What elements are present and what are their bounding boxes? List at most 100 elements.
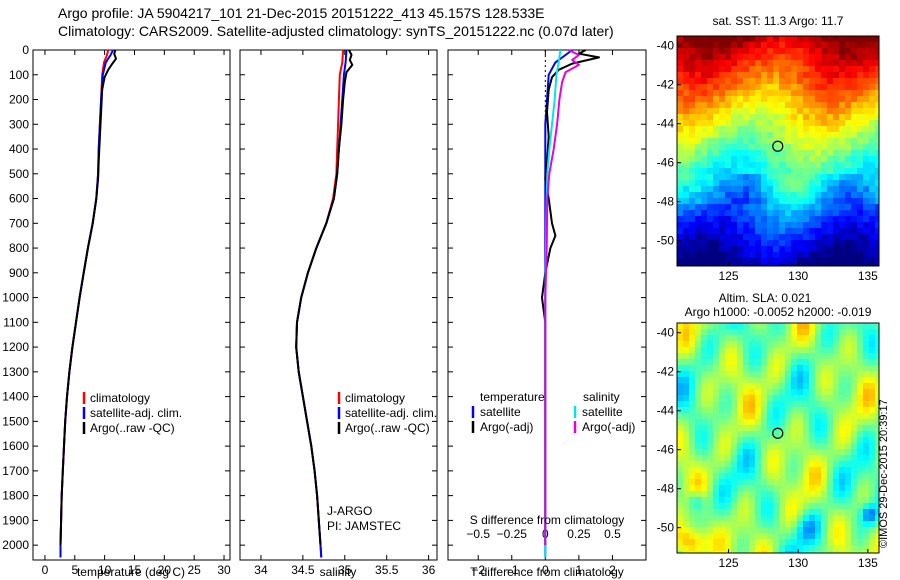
sst-cell	[695, 138, 702, 145]
sst-cell	[863, 156, 870, 163]
sla-cell	[797, 461, 804, 468]
sst-cell	[719, 84, 726, 91]
sst-cell	[743, 162, 750, 169]
sla-cell	[737, 329, 744, 336]
sla-cell	[689, 353, 696, 360]
sla-cell	[851, 509, 858, 516]
sla-cell	[731, 323, 738, 330]
sla-cell	[839, 335, 846, 342]
sst-cell	[701, 156, 708, 163]
legend-label-argo: Argo(..raw -QC)	[345, 421, 430, 435]
sst-cell	[731, 186, 738, 193]
sla-cell	[875, 473, 879, 480]
sst-cell	[803, 36, 810, 43]
sla-cell	[761, 419, 768, 426]
sst-cell	[869, 144, 876, 151]
sla-cell	[719, 539, 726, 546]
sla-cell	[713, 353, 720, 360]
sst-cell	[707, 210, 714, 217]
sla-cell	[869, 527, 876, 534]
sla-cell	[851, 341, 858, 348]
sla-cell	[875, 515, 879, 522]
sla-cell	[827, 383, 834, 390]
sla-cell	[875, 341, 879, 348]
sst-cell	[755, 186, 762, 193]
sla-cell	[869, 455, 876, 462]
sla-cell	[701, 395, 708, 402]
sst-cell	[683, 168, 690, 175]
sla-cell	[821, 539, 828, 546]
sst-cell	[749, 192, 756, 199]
sst-cell	[719, 204, 726, 211]
sst-cell	[857, 246, 864, 253]
sla-cell	[857, 497, 864, 504]
sst-cell	[821, 84, 828, 91]
sst-cell	[731, 66, 738, 73]
sst-cell	[833, 60, 840, 67]
sla-cell	[863, 425, 870, 432]
sla-cell	[683, 497, 690, 504]
sst-cell	[713, 126, 720, 133]
sla-cell	[701, 407, 708, 414]
sla-cell	[833, 395, 840, 402]
sst-cell	[845, 234, 852, 241]
sla-cell	[677, 395, 684, 402]
sst-cell	[755, 114, 762, 121]
sst-cell	[767, 258, 774, 265]
sla-cell	[809, 413, 816, 420]
sla-cell	[707, 341, 714, 348]
sst-cell	[827, 264, 834, 266]
sla-cell	[773, 329, 780, 336]
sst-cell	[701, 126, 708, 133]
sla-cell	[749, 377, 756, 384]
sst-cell	[869, 84, 876, 91]
sst-cell	[737, 90, 744, 97]
sst-cell	[761, 264, 768, 266]
sst-cell	[767, 192, 774, 199]
sla-cell	[773, 443, 780, 450]
sst-cell	[725, 144, 732, 151]
sst-cell	[731, 264, 738, 266]
sst-cell	[875, 168, 879, 175]
sla-cell	[803, 509, 810, 516]
sla-cell	[707, 509, 714, 516]
sla-cell	[791, 341, 798, 348]
plot-title-line-1: Argo profile: JA 5904217_101 21-Dec-2015…	[58, 5, 545, 21]
sst-cell	[815, 180, 822, 187]
sla-cell	[689, 425, 696, 432]
sst-cell	[797, 222, 804, 229]
sla-cell	[839, 509, 846, 516]
sst-cell	[821, 72, 828, 79]
sla-cell	[725, 479, 732, 486]
sst-cell	[869, 264, 876, 266]
sla-cell	[875, 401, 879, 408]
sst-cell	[791, 102, 798, 109]
sla-cell	[713, 539, 720, 546]
sst-cell	[749, 150, 756, 157]
sst-cell	[719, 78, 726, 85]
sla-cell	[695, 467, 702, 474]
sst-cell	[725, 138, 732, 145]
sla-cell	[839, 389, 846, 396]
sst-cell	[785, 54, 792, 61]
sst-cell	[857, 216, 864, 223]
sla-cell	[797, 497, 804, 504]
sst-cell	[797, 192, 804, 199]
sla-cell	[821, 395, 828, 402]
sla-cell	[683, 401, 690, 408]
sla-cell	[845, 431, 852, 438]
sst-cell	[791, 186, 798, 193]
sla-cell	[875, 509, 879, 516]
sla-cell	[797, 329, 804, 336]
sst-cell	[731, 174, 738, 181]
sst-cell	[845, 210, 852, 217]
sla-cell	[857, 413, 864, 420]
sst-cell	[785, 222, 792, 229]
sst-cell	[827, 192, 834, 199]
sla-cell	[755, 455, 762, 462]
sla-cell	[707, 467, 714, 474]
sst-cell	[761, 144, 768, 151]
sst-cell	[851, 132, 858, 139]
sla-cell	[815, 437, 822, 444]
sla-cell	[809, 491, 816, 498]
